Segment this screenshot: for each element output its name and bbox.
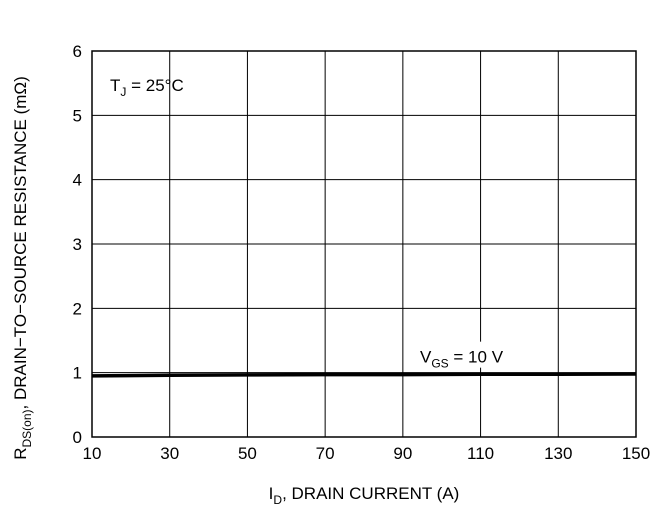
x-tick-label: 70: [316, 444, 335, 463]
series-line: [91, 372, 637, 378]
y-tick-label: 0: [73, 428, 82, 447]
y-tick-label: 4: [73, 171, 82, 190]
x-tick-label: 150: [622, 444, 650, 463]
x-tick-label: 130: [544, 444, 572, 463]
annotation-temperature: TJ = 25°C: [110, 76, 184, 99]
x-tick-label: 10: [83, 444, 102, 463]
series-label-vgs: VGS = 10 V: [420, 348, 504, 371]
x-tick-label: 110: [467, 444, 494, 463]
x-axis-label: ID, DRAIN CURRENT (A): [269, 484, 460, 507]
x-tick-label: 90: [393, 444, 412, 463]
series-layer: [91, 372, 637, 378]
y-tick-label: 2: [73, 299, 82, 318]
x-tick-label: 50: [238, 444, 257, 463]
y-tick-label: 5: [73, 106, 82, 125]
x-tick-label: 30: [160, 444, 179, 463]
annotation-vgs-background: [416, 341, 548, 368]
y-axis-label: RDS(on), DRAIN−TO−SOURCE RESISTANCE (mΩ): [11, 76, 34, 460]
plot-frame: [91, 50, 637, 438]
tick-layer: 10 30 50 70 90 110 130 150 0 1 2 3 4 5 6: [73, 42, 651, 463]
y-tick-label: 1: [73, 364, 82, 383]
y-tick-label: 3: [73, 235, 82, 254]
y-tick-label: 6: [73, 42, 82, 61]
grid-layer: [92, 51, 636, 437]
